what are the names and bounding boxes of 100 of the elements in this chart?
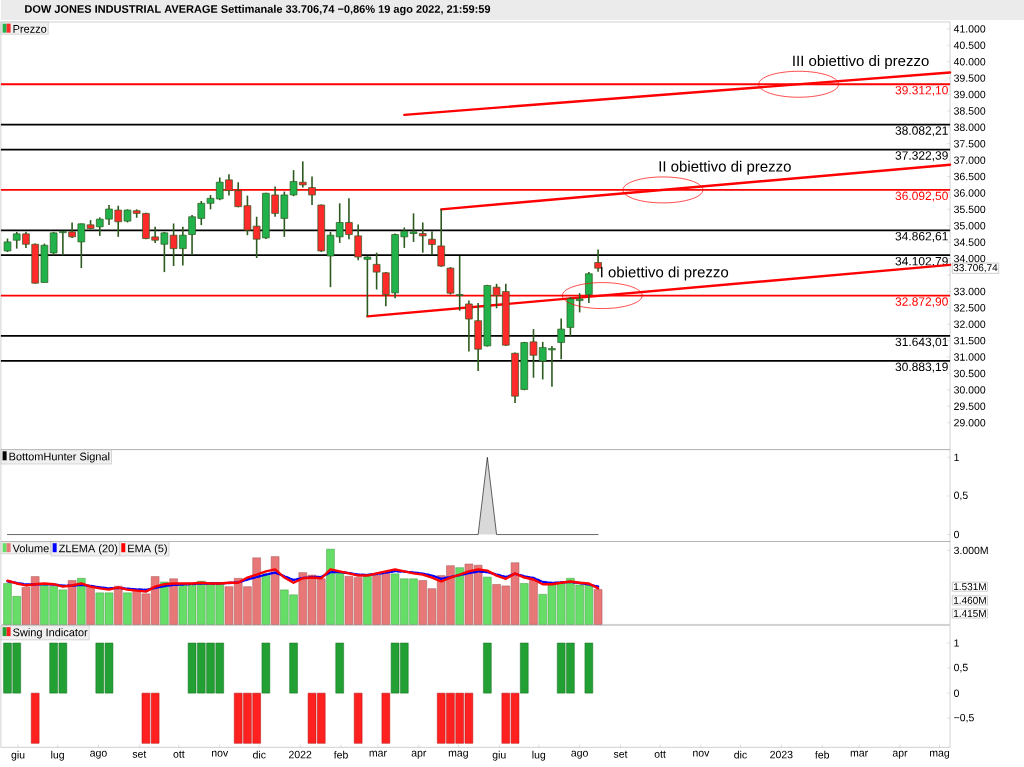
candlestick bbox=[594, 248, 602, 273]
x-tick-label: giu bbox=[492, 750, 506, 761]
x-tick-label: 2023 bbox=[770, 750, 793, 759]
y-tick-label: 34.500 bbox=[953, 238, 986, 246]
bar bbox=[77, 577, 86, 625]
candlestick bbox=[465, 299, 473, 353]
ref-line-label: 34.102,79 bbox=[895, 256, 948, 267]
y-tick-label: 34.000 bbox=[953, 254, 986, 263]
y-tick-label: 0,5 bbox=[954, 491, 968, 501]
ref-line-label: 36.092,50 bbox=[895, 191, 948, 202]
bar bbox=[483, 576, 492, 625]
x-tick-label: nov bbox=[211, 750, 229, 757]
candlestick bbox=[585, 271, 593, 304]
x-tick-label: ago bbox=[90, 750, 107, 759]
text: 1.531M bbox=[954, 582, 986, 591]
y-tick-label: 0,5 bbox=[954, 663, 968, 673]
y-tick-label: 30.000 bbox=[953, 386, 986, 394]
x-tick-label: mag bbox=[930, 750, 950, 759]
bar bbox=[123, 592, 132, 625]
x-tick-label: dic bbox=[734, 750, 747, 759]
x-tick-label: lug bbox=[51, 750, 64, 761]
x-tick-label: feb bbox=[333, 750, 348, 759]
candlestick bbox=[455, 255, 464, 312]
ref-line-label: 38.082,21 bbox=[895, 126, 948, 137]
text: 1.460M bbox=[954, 596, 986, 604]
y-tick-label: 31.000 bbox=[953, 353, 986, 361]
x-tick-label: ago bbox=[571, 750, 588, 759]
legend-label: Volume bbox=[12, 544, 49, 553]
bar bbox=[270, 556, 280, 625]
y-tick-label: 35.000 bbox=[953, 221, 986, 230]
y-tick-label: 0 bbox=[954, 530, 960, 539]
y-tick-label: 38.000 bbox=[953, 123, 986, 131]
bar bbox=[363, 575, 372, 625]
ref-line-label: 34.862,61 bbox=[895, 231, 948, 242]
x-tick-label: set bbox=[132, 750, 147, 758]
bar bbox=[114, 585, 123, 625]
y-tick-label: 35.500 bbox=[953, 205, 986, 213]
x-tick-label: mar bbox=[850, 750, 868, 757]
legend-label: Swing Indicator bbox=[13, 628, 88, 639]
x-tick-label: mag bbox=[448, 750, 468, 759]
candlestick bbox=[428, 230, 436, 256]
ref-line-label: 30.883,19 bbox=[895, 362, 948, 373]
legend-label: Prezzo bbox=[13, 24, 47, 33]
y-tick-label: 29.500 bbox=[954, 402, 986, 410]
legend-label: BottomHunter Signal bbox=[9, 452, 110, 463]
text: 1.415M bbox=[954, 609, 986, 617]
bar bbox=[169, 578, 178, 625]
y-tick-label: 1 bbox=[954, 453, 959, 461]
ref-line-label: 39.312,10 bbox=[895, 85, 948, 96]
x-tick-label: ott bbox=[173, 750, 185, 758]
y-tick-label: 1 bbox=[954, 639, 959, 647]
y-tick-label: 37.500 bbox=[953, 139, 986, 148]
x-tick-label: dic bbox=[253, 750, 266, 759]
y-tick-label: 37.000 bbox=[953, 156, 986, 164]
x-tick-label: apr bbox=[892, 750, 908, 759]
candlestick bbox=[557, 317, 565, 360]
ref-line-label: 32.872,90 bbox=[895, 297, 948, 308]
x-tick-label: nov bbox=[693, 750, 710, 757]
x-tick-label: ott bbox=[654, 750, 666, 758]
y-tick-label: 32.500 bbox=[953, 303, 986, 312]
bar bbox=[520, 583, 529, 625]
y-tick-label: 0 bbox=[954, 689, 960, 697]
x-tick-label: lug bbox=[532, 750, 546, 761]
y-tick-label: 41.000 bbox=[953, 25, 986, 33]
bar bbox=[529, 580, 538, 625]
bar bbox=[261, 573, 271, 625]
candlestick bbox=[308, 175, 316, 206]
x-tick-label: 2022 bbox=[289, 750, 312, 759]
ref-line-label: 37.322,39 bbox=[895, 151, 948, 161]
annotation: I obiettivo di prezzo bbox=[601, 266, 729, 281]
bar bbox=[67, 580, 77, 625]
bar bbox=[86, 585, 95, 625]
annotation: III obiettivo di prezzo bbox=[793, 54, 929, 69]
y-tick-label: 32.000 bbox=[953, 320, 986, 328]
x-tick-label: giu bbox=[11, 750, 25, 761]
ref-line-label: 31.643,01 bbox=[895, 337, 948, 348]
y-tick-label: 33.000 bbox=[953, 287, 986, 295]
y-tick-label: 36.500 bbox=[953, 172, 986, 181]
candlestick bbox=[575, 292, 584, 313]
candlestick bbox=[437, 208, 445, 268]
y-tick-label: 31.500 bbox=[953, 336, 986, 345]
y-tick-label: 40.000 bbox=[953, 57, 986, 66]
legend-label: EMA (5) bbox=[128, 544, 167, 555]
y-tick-label: −0,5 bbox=[954, 713, 974, 723]
legend-label: ZLEMA (20) bbox=[58, 544, 118, 555]
y-tick-label: 36.000 bbox=[953, 189, 986, 197]
x-tick-label: apr bbox=[411, 750, 427, 759]
x-tick-label: set bbox=[613, 750, 628, 758]
bar bbox=[593, 589, 603, 625]
text: 33.706,74 bbox=[953, 263, 998, 273]
y-tick-label: 40.500 bbox=[953, 41, 986, 49]
y-tick-label: 38.500 bbox=[953, 107, 986, 115]
y-tick-label: 39.000 bbox=[953, 90, 986, 99]
x-tick-label: mar bbox=[369, 750, 387, 757]
bar bbox=[455, 567, 464, 625]
x-tick-label: feb bbox=[815, 750, 830, 759]
y-tick-label: 30.500 bbox=[953, 369, 986, 378]
y-tick-label: 39.500 bbox=[953, 74, 986, 82]
y-tick-label: 3.000M bbox=[953, 546, 988, 554]
chart-title: DOW JONES INDUSTRIAL AVERAGE Settimanale 33.706,74 −0,86% 19 ago 2022, 21:59:59 bbox=[25, 4, 491, 15]
